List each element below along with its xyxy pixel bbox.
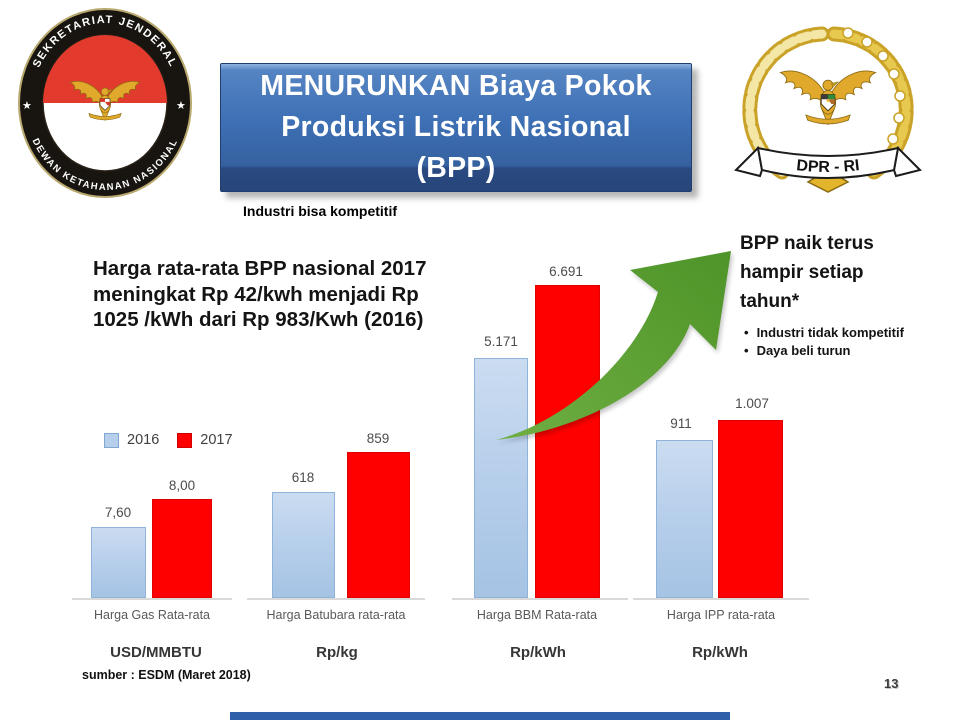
unit-label: Rp/kg <box>316 644 358 661</box>
axis-line <box>452 598 628 600</box>
banner-text: DPR - RI <box>796 157 861 176</box>
value-label: 7,60 <box>104 505 132 520</box>
bar-2017-gas <box>152 499 212 598</box>
page-number: 13 <box>884 676 899 691</box>
value-label: 618 <box>291 470 315 485</box>
cotton-buds <box>842 27 906 165</box>
source-note: sumber : ESDM (Maret 2018) <box>82 668 251 682</box>
bar-2017-batubara <box>347 452 410 598</box>
category-label: Harga IPP rata-rata <box>666 608 776 622</box>
value-label: 8,00 <box>168 478 196 493</box>
category-label: Harga Gas Rata-rata <box>93 608 211 622</box>
value-label: 1.007 <box>735 396 769 411</box>
title-box: MENURUNKAN Biaya Pokok Produksi Listrik … <box>220 63 692 192</box>
bar-2016-ipp <box>656 440 713 598</box>
callout-bullet: Industri tidak kompetitif <box>744 324 930 342</box>
value-label: 911 <box>670 416 692 431</box>
callout: BPP naik terus hampir setiap tahun* Indu… <box>740 229 930 359</box>
bar-2016-batubara <box>272 492 335 598</box>
value-label: 859 <box>366 431 390 446</box>
slide-title: MENURUNKAN Biaya Pokok Produksi Listrik … <box>260 70 652 184</box>
trend-arrow-icon <box>496 251 731 440</box>
axis-line <box>72 598 232 600</box>
category-label: Harga Batubara rata-rata <box>266 608 406 622</box>
axis-line <box>247 598 425 600</box>
slide-subtitle: Industri bisa kompetitif <box>243 203 398 219</box>
bar-2017-ipp <box>718 420 783 598</box>
legend-swatch-2017 <box>177 432 193 448</box>
axis-line <box>633 598 809 600</box>
callout-bullets: Industri tidak kompetitif Daya beli turu… <box>740 324 930 359</box>
chart-legend: 2016 2017 <box>104 432 243 448</box>
legend-label-2017: 2017 <box>200 432 233 448</box>
chart-commentary: Harga rata-rata BPP nasional 2017 mening… <box>93 257 427 331</box>
unit-label: USD/MMBTU <box>110 644 202 661</box>
legend-label-2016: 2016 <box>127 432 160 448</box>
value-label: 5.171 <box>484 334 518 349</box>
garuda-icon <box>69 81 141 121</box>
svg-text:★: ★ <box>825 97 830 104</box>
star-icon: ★ <box>22 100 32 112</box>
wantannas-seal-logo: SEKRETARIAT JENDERAL DEWAN KETAHANAN NAS… <box>18 8 192 198</box>
callout-heading: BPP naik terus hampir setiap tahun* <box>740 233 874 312</box>
category-label: Harga BBM Rata-rata <box>476 608 598 622</box>
star-icon: ★ <box>176 100 186 112</box>
value-label: 6.691 <box>549 264 583 279</box>
bar-2016-gas <box>91 527 146 598</box>
banner-ribbon <box>756 146 900 179</box>
unit-label: Rp/kWh <box>510 644 566 661</box>
garuda-icon: ★ <box>779 70 877 125</box>
legend-swatch-2016 <box>104 432 119 448</box>
bottom-accent-bar <box>230 712 730 720</box>
unit-label: Rp/kWh <box>692 644 748 661</box>
callout-bullet: Daya beli turun <box>744 342 930 360</box>
bar-2017-bbm <box>535 285 600 598</box>
bar-2016-bbm <box>474 358 528 598</box>
dpr-ri-logo: ★ DPR - RI <box>734 26 922 193</box>
